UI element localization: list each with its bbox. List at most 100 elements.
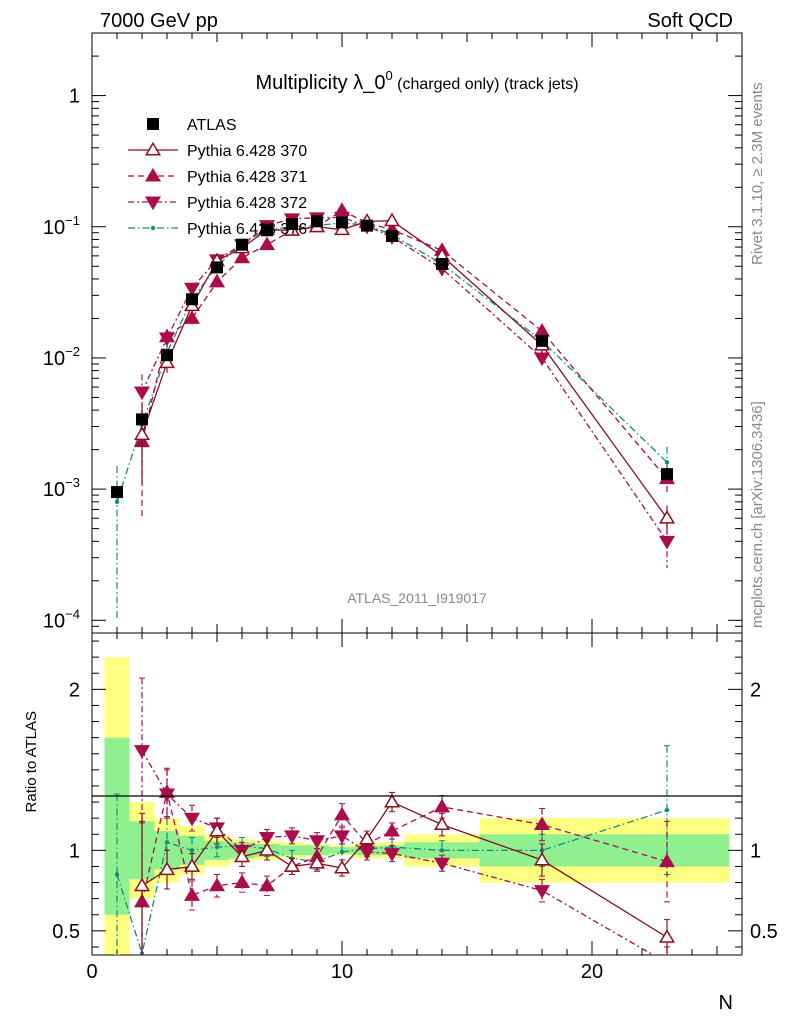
ratio-point-p370 [183,858,201,872]
data-point-atlas [536,334,548,347]
ratio-point-p370 [658,929,676,943]
ratio-point-p370 [233,848,251,863]
data-point-atlas [111,486,123,499]
y-tick-label-ratio-right: 1 [750,840,761,862]
data-point-atlas [386,230,398,243]
ratio-point-p371 [383,822,401,837]
series-p371 [133,202,676,519]
analysis-label: ATLAS_2011_I919017 [347,590,487,606]
ratio-point-p372 [133,745,151,759]
ratio-point-p372 [308,835,326,849]
ratio-point-p370 [433,816,451,831]
ratio-point-p370 [208,822,226,837]
y-tick-label-main: 1 [69,86,80,108]
ratio-point-p376 [339,849,345,855]
data-point-atlas [336,216,348,229]
ratio-point-p370 [358,830,376,845]
data-point-p370 [158,354,176,369]
ratio-plot-frame [91,632,743,956]
main-title-suffix: (charged only) (track jets) [393,76,579,93]
ratio-line-p372 [141,750,655,955]
ratio-line-p370 [141,801,668,938]
ratio-point-p370 [333,859,351,874]
series-line-p371 [141,209,668,480]
ratio-bands [104,657,730,955]
data-point-p371 [233,249,251,264]
x-tick-label: 20 [581,961,603,983]
ratio-point-p371 [333,806,351,821]
legend-marker-p371 [144,167,162,182]
y-tick-label-ratio: 2 [69,679,80,701]
ratio-point-p376 [214,844,220,850]
ratio-point-p372 [433,857,451,872]
ratio-series [114,677,676,969]
legend-label-p370: Pythia 6.428 370 [187,143,307,160]
data-point-atlas [161,349,173,362]
legend-label-p371: Pythia 6.428 371 [187,169,307,186]
data-point-atlas [286,217,298,230]
band-green-bin [204,840,230,861]
data-point-p371 [158,328,176,343]
main-title: Multiplicity λ_00 (charged only) (track … [255,68,578,94]
ratio-point-p376 [114,872,120,877]
legend-marker-p376 [150,225,156,231]
legend-marker-atlas [147,118,159,130]
y-tick-label-main: 10−4 [43,606,80,632]
y-tick-label-main: 10−2 [43,344,80,370]
ratio-point-p376 [189,848,195,853]
data-point-atlas [436,258,448,271]
data-point-p370 [333,221,351,236]
legend-label-p376: Pythia 6.428 376 [187,221,307,238]
ratio-point-p371 [158,784,176,798]
main-series [111,202,676,621]
y-tick-label-ratio: 1 [69,840,80,862]
ratio-point-p376 [164,840,170,845]
ratio-point-p370 [533,851,551,866]
data-point-p372 [658,535,676,550]
ratio-point-p372 [283,830,301,845]
data-point-p370 [658,510,676,524]
ratio-point-p372 [183,812,201,827]
data-point-p371 [333,202,351,216]
data-point-atlas [136,413,148,426]
ratio-point-p372 [333,830,351,845]
header-right: Soft QCD [647,10,733,32]
ratio-line-p371 [141,792,668,903]
data-point-atlas [236,238,248,251]
legend-marker-p372 [144,196,162,211]
data-point-p376 [114,499,120,505]
ratio-point-p370 [308,855,326,869]
legend-label-p372: Pythia 6.428 372 [187,195,307,212]
ratio-series-p370 [133,791,676,955]
data-point-p371 [258,236,276,251]
data-point-atlas [361,219,373,232]
mcplots-label: mcplots.cern.ch [arXiv:1306.3436] [749,401,766,628]
ratio-point-p370 [133,877,151,892]
data-point-p371 [183,310,201,324]
series-line-p376 [116,222,668,503]
series-p376 [114,220,670,621]
y-tick-label-main: 10−1 [43,213,80,239]
data-point-p372 [183,282,201,297]
ratio-point-p371 [233,874,251,888]
ratio-point-p371 [183,887,201,901]
legend-marker-p370 [144,141,162,156]
ratio-point-p371 [208,877,226,892]
ratio-point-p372 [383,848,401,862]
ratio-point-p376 [664,807,670,813]
ratio-y-axis-label: Ratio to ATLAS [23,711,40,812]
data-point-p371 [533,322,551,337]
x-tick-label: 0 [86,961,97,983]
y-tick-label-ratio-right: 2 [750,679,761,701]
ratio-point-p371 [533,816,551,831]
ratio-point-p372 [660,958,673,969]
data-point-p376 [664,460,670,465]
header-left: 7000 GeV pp [100,10,218,32]
legend: ATLAS Pythia 6.428 370 Pythia 6.428 371 Pyt… [128,117,307,238]
y-tick-label-main: 10−3 [43,475,80,501]
ratio-point-p371 [258,877,276,892]
ratio-point-p371 [433,798,451,813]
data-point-atlas [211,261,223,274]
rivet-label: Rivet 3.1.10, ≥ 2.3M events [749,83,766,266]
